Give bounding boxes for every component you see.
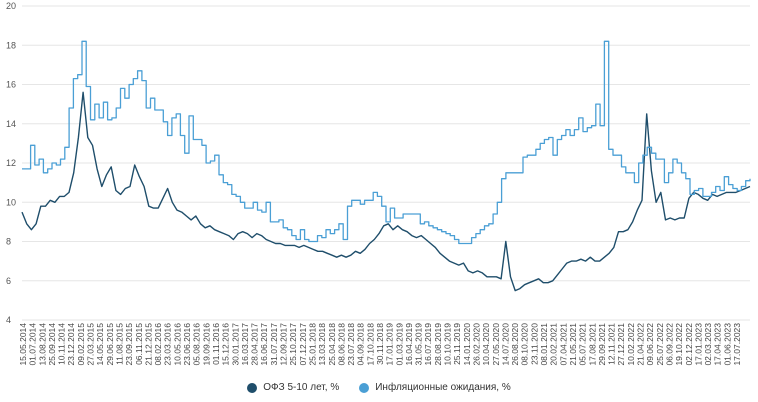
legend-label-ofz: ОФЗ 5-10 лет, % <box>263 382 340 393</box>
x-tick-label: 17.10.2018 <box>365 323 375 366</box>
x-tick-label: 10.11.2014 <box>57 323 67 365</box>
x-tick-label: 05.07.2021 <box>578 323 588 366</box>
x-tick-label: 25.01.2018 <box>307 323 317 366</box>
x-tick-label: 05.08.2016 <box>192 323 202 366</box>
x-tick-label: 14.05.2015 <box>95 323 105 366</box>
x-tick-label: 12.09.2017 <box>279 323 289 366</box>
x-tick-label: 17.01.2023 <box>693 323 703 366</box>
x-tick-label: 16.03.2017 <box>240 323 250 366</box>
x-tick-label: 10.05.2016 <box>172 323 182 366</box>
x-tick-label: 25.04.2018 <box>327 323 337 366</box>
x-tick-label: 23.06.2016 <box>182 323 192 366</box>
x-tick-label: 01.11.2016 <box>211 323 221 365</box>
legend: ОФЗ 5-10 лет, % Инфляционные ожидания, % <box>0 382 758 393</box>
x-tick-label: 07.04.2021 <box>558 323 568 366</box>
y-tick-label-20: 20 <box>6 1 16 11</box>
x-tick-label: 29.06.2015 <box>105 323 115 366</box>
y-tick-label-12: 12 <box>6 158 16 168</box>
x-tick-label: 25.09.2014 <box>47 323 57 366</box>
x-tick-label: 16.07.2019 <box>423 323 433 366</box>
x-tick-label: 26.08.2020 <box>510 323 520 366</box>
x-tick-label: 13.08.2014 <box>37 323 47 366</box>
x-tick-label: 06.11.2015 <box>134 323 144 365</box>
series-line-inflation-expectations <box>22 40 751 245</box>
x-tick-label: 08.01.2021 <box>539 323 549 366</box>
x-tick-label: 25.11.2019 <box>452 323 462 365</box>
x-tick-label: 21.12.2015 <box>143 323 153 366</box>
x-tick-label: 02.12.2022 <box>684 323 694 366</box>
legend-item-inflation[interactable]: Инфляционные ожидания, % <box>359 382 511 393</box>
x-tick-label: 25.07.2022 <box>655 323 665 366</box>
legend-item-ofz[interactable]: ОФЗ 5-10 лет, % <box>247 382 339 393</box>
y-tick-label-4: 4 <box>6 315 11 325</box>
series-line-ofz <box>21 91 751 292</box>
x-tick-label: 21.04.2022 <box>636 323 646 366</box>
x-tick-label: 27.12.2021 <box>616 323 626 366</box>
y-tick-label-16: 16 <box>6 80 16 90</box>
x-tick-label: 06.09.2022 <box>664 323 674 366</box>
x-tick-label: 01.03.2019 <box>394 323 404 366</box>
x-tick-label: 14.01.2020 <box>462 323 472 366</box>
legend-marker-inflation <box>359 382 370 393</box>
x-tick-label: 28.04.2017 <box>250 323 260 366</box>
y-tick-label-10: 10 <box>6 197 16 207</box>
x-tick-label: 23.12.2014 <box>66 323 76 366</box>
x-tick-label: 19.09.2016 <box>201 323 211 366</box>
x-tick-label: 31.07.2017 <box>269 323 279 366</box>
x-tick-label: 07.12.2017 <box>298 323 308 366</box>
x-tick-label: 23.11.2020 <box>529 323 539 365</box>
x-tick-label: 14.07.2020 <box>500 323 510 366</box>
x-tick-label: 23.09.2015 <box>124 323 134 366</box>
legend-label-inflation: Инфляционные ожидания, % <box>375 382 511 393</box>
x-tick-label: 10.04.2020 <box>481 323 491 366</box>
x-tick-label: 19.10.2022 <box>674 323 684 366</box>
x-tick-label: 15.12.2016 <box>221 323 231 366</box>
x-tick-label: 27.05.2020 <box>491 323 501 366</box>
x-tick-label: 17.01.2019 <box>385 323 395 366</box>
x-tick-label: 09.06.2022 <box>645 323 655 366</box>
x-tick-label: 17.07.2023 <box>732 323 742 366</box>
x-tick-label: 15.05.2014 <box>18 323 28 366</box>
x-tick-label: 01.06.2023 <box>722 323 732 366</box>
x-tick-label: 23.07.2018 <box>346 323 356 366</box>
x-tick-label: 10.10.2019 <box>443 323 453 366</box>
x-tick-label: 13.03.2018 <box>317 323 327 366</box>
x-tick-label: 20.02.2021 <box>549 323 559 366</box>
y-tick-label-18: 18 <box>6 40 16 50</box>
x-tick-label: 16.04.2019 <box>404 323 414 366</box>
x-tick-label: 29.09.2021 <box>597 323 607 366</box>
y-tick-label-8: 8 <box>6 237 11 247</box>
y-tick-label-14: 14 <box>6 119 16 129</box>
x-tick-label: 11.08.2015 <box>114 323 124 365</box>
x-tick-label: 30.11.2018 <box>375 323 385 365</box>
x-tick-label: 17.04.2023 <box>713 323 723 366</box>
x-tick-label: 16.06.2017 <box>259 323 269 366</box>
x-tick-label: 12.11.2021 <box>607 323 617 365</box>
legend-marker-ofz <box>247 382 258 393</box>
x-tick-label: 08.06.2018 <box>336 323 346 366</box>
x-tick-label: 10.02.2022 <box>626 323 636 366</box>
y-tick-label-6: 6 <box>6 276 11 286</box>
x-tick-label: 21.05.2021 <box>568 323 578 366</box>
x-tick-label: 23.03.2016 <box>163 323 173 366</box>
x-tick-label: 17.08.2021 <box>587 323 597 366</box>
x-tick-label: 26.02.2020 <box>471 323 481 366</box>
x-tick-label: 31.05.2019 <box>414 323 424 366</box>
x-tick-label: 30.01.2017 <box>230 323 240 366</box>
x-tick-label: 08.10.2020 <box>520 323 530 366</box>
x-tick-label: 09.02.2015 <box>76 323 86 366</box>
x-tick-label: 01.07.2014 <box>28 323 38 366</box>
x-tick-label: 04.09.2018 <box>356 323 366 366</box>
x-tick-label: 27.03.2015 <box>86 323 96 366</box>
x-tick-label: 08.02.2016 <box>153 323 163 366</box>
x-tick-label: 02.03.2023 <box>703 323 713 366</box>
x-tick-label: 28.08.2019 <box>433 323 443 366</box>
x-tick-label: 25.10.2017 <box>288 323 298 366</box>
